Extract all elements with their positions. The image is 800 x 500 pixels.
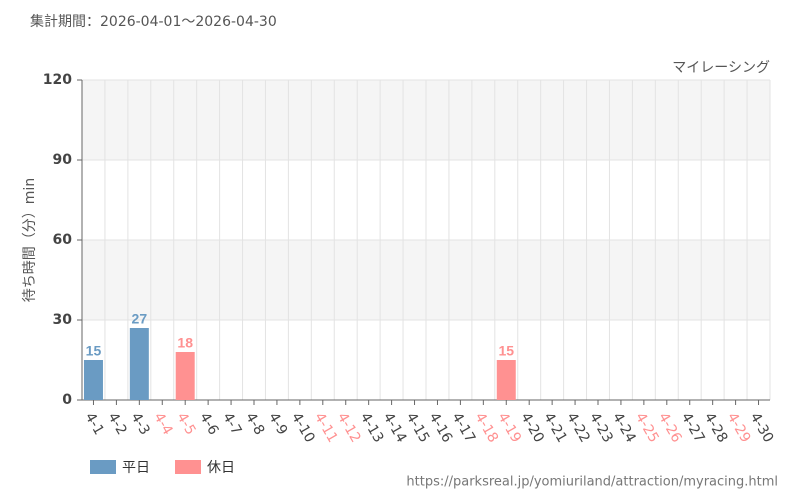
data-label: 15	[498, 343, 514, 359]
x-tick-label: 4-1	[82, 410, 107, 438]
data-label: 15	[86, 343, 102, 359]
y-tick-label: 0	[62, 392, 72, 408]
bar	[496, 360, 516, 400]
x-tick-label: 4-26	[655, 410, 685, 446]
x-tick-label: 4-17	[448, 410, 478, 446]
x-tick-label: 4-16	[426, 410, 456, 446]
x-tick-label: 4-20	[517, 410, 547, 446]
x-tick-label: 4-15	[403, 410, 433, 446]
bar	[83, 360, 103, 400]
legend-swatch	[90, 460, 116, 474]
bar	[129, 328, 149, 400]
chart-title: 集計期間：2026-04-01～2026-04-30	[30, 13, 277, 30]
y-tick-label: 90	[53, 152, 73, 168]
legend-label: 平日	[122, 460, 150, 476]
y-tick-label: 60	[53, 232, 73, 248]
legend-label: 休日	[207, 460, 235, 476]
x-tick-label: 4-8	[242, 410, 267, 438]
x-tick-label: 4-22	[563, 410, 593, 446]
data-label: 27	[132, 311, 148, 327]
x-tick-label: 4-30	[747, 410, 777, 446]
x-tick-label: 4-29	[724, 410, 754, 446]
x-tick-label: 4-27	[678, 410, 708, 446]
x-tick-label: 4-11	[311, 410, 341, 446]
x-tick-label: 4-2	[104, 410, 129, 438]
x-tick-label: 4-10	[288, 410, 318, 446]
chart-subtitle: マイレーシング	[672, 60, 770, 76]
x-tick-label: 4-5	[173, 410, 198, 438]
x-tick-label: 4-4	[150, 410, 175, 438]
x-tick-label: 4-12	[334, 410, 364, 446]
x-tick-label: 4-18	[471, 410, 501, 446]
y-tick-label: 120	[43, 72, 72, 88]
x-tick-label: 4-3	[127, 410, 152, 438]
x-tick-label: 4-9	[265, 410, 290, 438]
source: https://parksreal.jp/yomiuriland/attract…	[406, 475, 778, 490]
x-tick-label: 4-13	[357, 410, 387, 446]
x-tick-label: 4-25	[632, 410, 662, 446]
x-tick-label: 4-7	[219, 410, 244, 438]
y-tick-label: 30	[53, 312, 73, 328]
data-label: 18	[177, 335, 193, 351]
bar	[175, 352, 195, 400]
legend-swatch	[175, 460, 201, 474]
x-tick-label: 4-28	[701, 410, 731, 446]
x-tick-label: 4-23	[586, 410, 616, 446]
x-tick-label: 4-21	[540, 410, 570, 446]
x-tick-label: 4-6	[196, 410, 221, 438]
x-tick-label: 4-24	[609, 410, 639, 446]
x-tick-label: 4-19	[494, 410, 524, 446]
x-tick-label: 4-14	[380, 410, 410, 446]
y-axis-label: 待ち時間（分）min	[22, 178, 38, 302]
